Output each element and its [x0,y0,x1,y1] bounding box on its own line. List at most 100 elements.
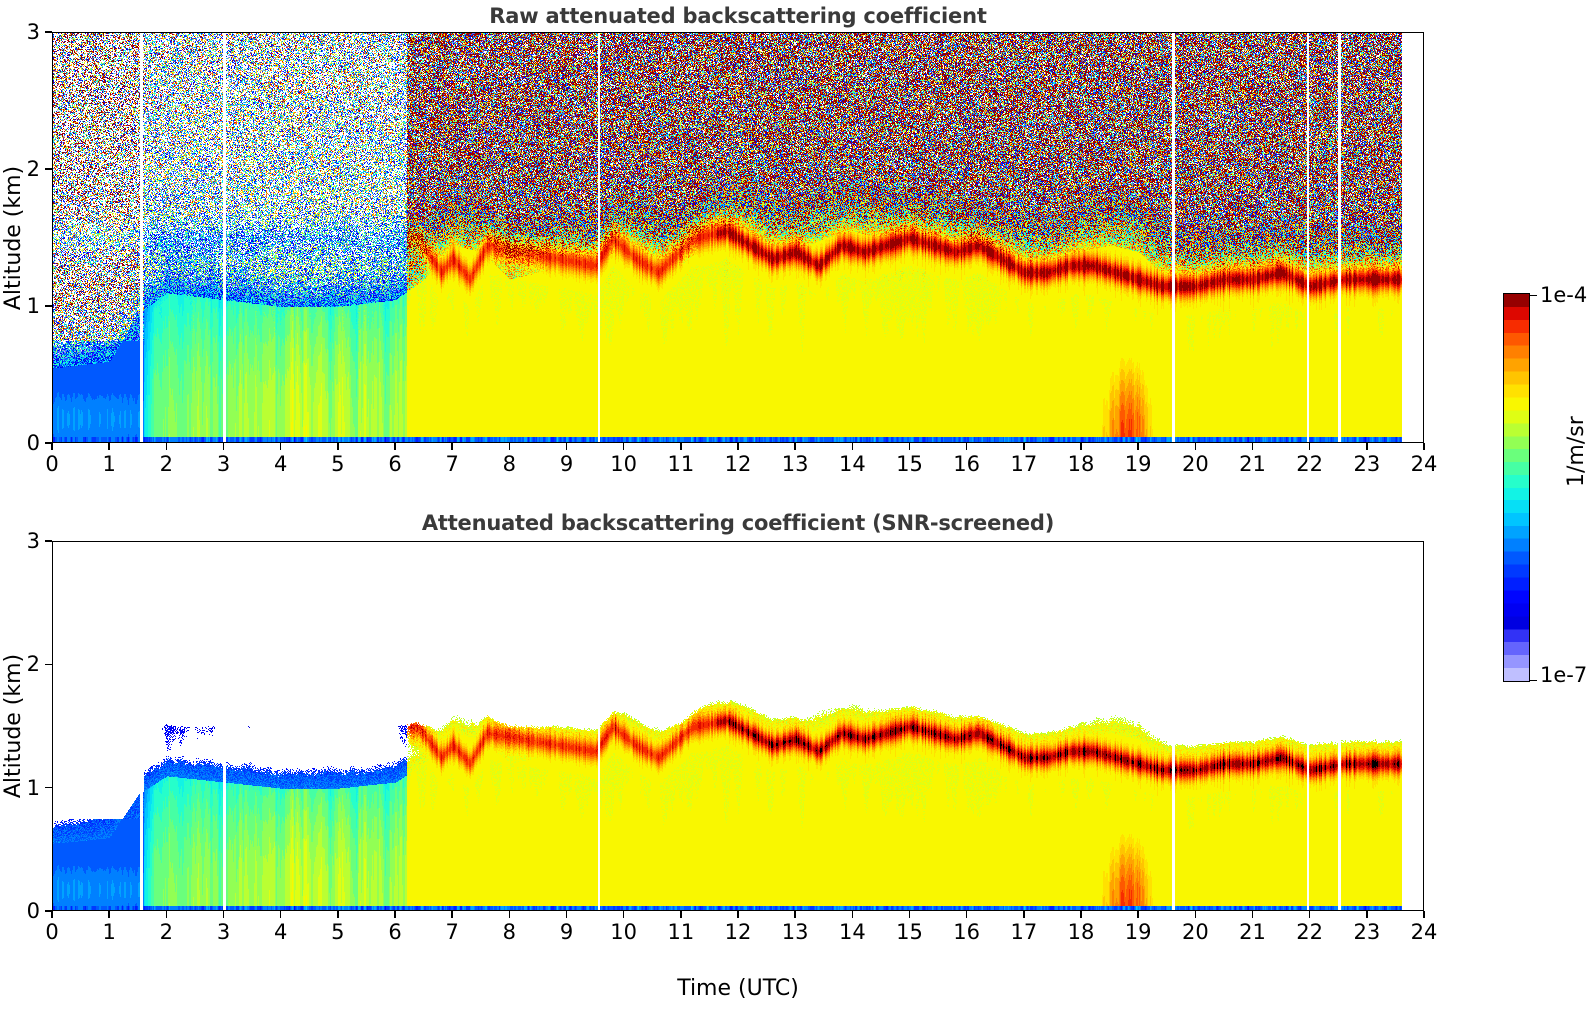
x-tick-label: 5 [331,452,345,476]
x-tick-mark [1194,911,1197,918]
x-tick-label: 10 [610,452,638,476]
x-tick-mark [622,443,625,450]
x-tick-mark [851,911,854,918]
x-tick-mark [222,911,225,918]
colorbar-unit-label: 1/m/sr [1564,416,1589,487]
heatmap-image-screened [53,542,1423,910]
colorbar-max-label: 1e-4 [1540,283,1588,307]
x-tick-label: 5 [331,920,345,944]
y-tick-mark [45,31,52,33]
x-tick-mark [451,443,453,450]
x-tick-mark [451,911,453,918]
x-tick-label: 0 [45,920,59,944]
y-tick-label: 2 [26,157,40,181]
x-tick-mark [394,443,396,450]
x-tick-label: 12 [724,452,752,476]
x-tick-label: 2 [159,452,174,476]
x-tick-mark [508,911,511,918]
x-tick-label: 6 [388,920,402,944]
x-tick-mark [337,443,339,450]
x-tick-mark [508,443,511,450]
x-tick-label: 6 [388,452,402,476]
x-tick-label: 17 [1010,452,1038,476]
colorbar-tick-min [1530,680,1537,682]
x-tick-label: 1 [102,452,116,476]
x-tick-label: 1 [102,920,116,944]
x-tick-mark [337,911,339,918]
x-tick-mark [565,911,568,918]
x-tick-mark [1308,911,1311,918]
heatmap-image-raw [53,33,1423,442]
x-tick-label: 7 [445,452,459,476]
y-tick-label: 0 [26,431,40,455]
x-tick-label: 14 [838,920,866,944]
x-tick-mark [965,443,968,450]
x-tick-label: 16 [953,452,981,476]
x-tick-label: 3 [216,920,231,944]
x-tick-mark [794,911,796,918]
x-tick-mark [165,911,168,918]
x-tick-label: 16 [953,920,981,944]
y-tick-mark [45,168,52,170]
y-tick-mark [45,305,52,307]
x-tick-mark [965,911,968,918]
y-axis-label-raw: Altitude (km) [1,165,26,310]
x-tick-mark [394,911,396,918]
x-tick-mark [1023,911,1025,918]
colorbar-min-label: 1e-7 [1540,663,1588,687]
x-tick-label: 15 [896,452,923,476]
x-tick-label: 13 [781,452,809,476]
x-tick-mark [1251,911,1254,918]
x-tick-mark [1080,911,1082,918]
x-tick-mark [1308,443,1311,450]
x-tick-mark [622,911,625,918]
panel-title-raw: Raw attenuated backscattering coefficien… [489,4,987,28]
x-tick-mark [279,911,282,918]
x-tick-label: 17 [1010,920,1038,944]
x-tick-mark [737,443,739,450]
y-tick-label: 2 [26,652,40,677]
x-tick-label: 19 [1124,452,1152,476]
x-tick-mark [51,911,53,918]
x-tick-mark [1194,443,1197,450]
y-tick-mark [45,540,52,542]
x-tick-mark [108,443,110,450]
y-tick-label: 0 [26,899,40,923]
x-tick-mark [1080,443,1082,450]
colorbar-tick-max [1530,295,1537,297]
x-tick-label: 18 [1067,452,1095,476]
x-tick-label: 9 [559,920,574,944]
x-tick-label: 11 [667,452,695,476]
x-tick-mark [279,443,282,450]
x-tick-label: 7 [445,920,459,944]
x-tick-label: 19 [1124,920,1152,944]
x-tick-label: 2 [159,920,174,944]
colorbar [1503,293,1530,682]
x-tick-label: 15 [896,920,923,944]
x-tick-label: 0 [45,452,59,476]
x-tick-label: 11 [667,920,695,944]
panel-title-screened: Attenuated backscattering coefficient (S… [421,511,1055,535]
y-tick-mark [45,910,52,912]
x-tick-mark [1366,443,1368,450]
x-tick-label: 24 [1410,920,1438,944]
x-tick-label: 21 [1239,920,1266,944]
x-tick-mark [1423,911,1425,918]
x-tick-mark [1137,911,1139,918]
x-tick-label: 4 [273,452,288,476]
x-tick-label: 22 [1296,452,1324,476]
colorbar-gradient [1504,294,1529,681]
x-tick-label: 18 [1067,920,1095,944]
x-tick-mark [680,443,682,450]
x-tick-mark [908,911,911,918]
x-tick-label: 4 [273,920,288,944]
y-tick-label: 1 [26,775,40,800]
x-tick-label: 23 [1353,920,1381,944]
y-tick-label: 3 [26,529,40,553]
heatmap-panel-screened [52,541,1424,911]
x-tick-mark [222,443,225,450]
x-tick-label: 22 [1296,920,1324,944]
y-tick-mark [45,786,52,789]
x-tick-label: 13 [781,920,809,944]
x-tick-mark [1251,443,1254,450]
